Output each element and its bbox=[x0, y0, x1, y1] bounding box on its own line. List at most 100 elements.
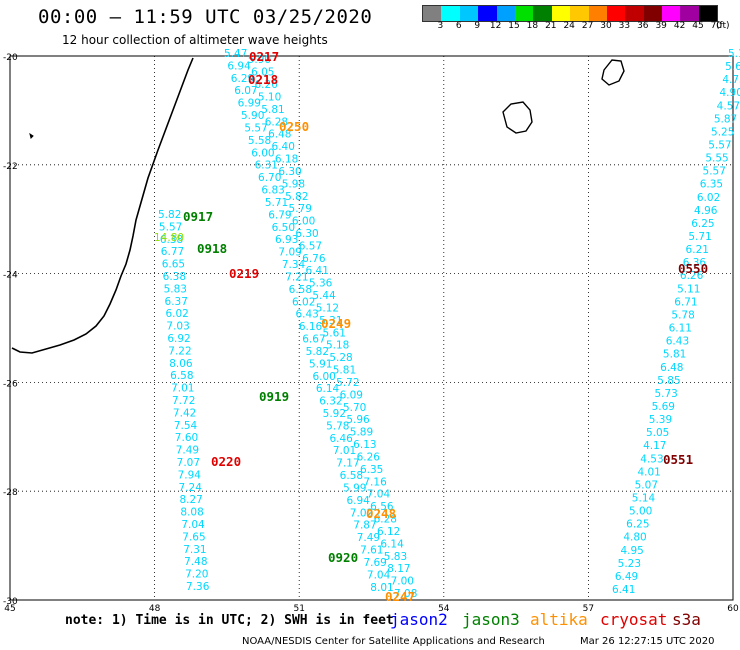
wave-height-value: 6.58 bbox=[340, 470, 363, 482]
wave-height-value: 6.56 bbox=[370, 501, 394, 513]
wave-height-value: 4.57 bbox=[717, 100, 740, 112]
lat-tick-label: -28 bbox=[3, 488, 18, 498]
lat-tick-label: -20 bbox=[3, 53, 18, 63]
wave-height-value: 5.57 bbox=[244, 122, 267, 134]
pass-time-label: 0220 bbox=[211, 454, 241, 469]
wave-height-value: 5.69 bbox=[652, 401, 675, 413]
wave-height-value: 7.48 bbox=[184, 556, 207, 568]
wave-height-value: 5.31 bbox=[319, 315, 342, 327]
wave-height-value: 5.83 bbox=[384, 551, 407, 563]
wave-height-value: 7.08 bbox=[394, 588, 417, 600]
wave-height-value: 5.71 bbox=[688, 231, 711, 243]
pass-time-label: 0249 bbox=[321, 316, 351, 331]
wave-height-value: 5.91 bbox=[309, 358, 332, 370]
wave-height-value: 7.69 bbox=[363, 557, 386, 569]
legend-swatch bbox=[459, 6, 479, 21]
wave-height-value: 6.94 bbox=[227, 60, 251, 72]
wave-height-value: 6.31 bbox=[255, 160, 278, 172]
wave-height-value: 5.78 bbox=[326, 420, 349, 432]
satellite-name: jason2 bbox=[390, 610, 448, 629]
pass-time-label: 0917 bbox=[183, 209, 213, 224]
wave-height-value: 6.30 bbox=[278, 166, 301, 178]
wave-height-value: 5.85 bbox=[657, 375, 680, 387]
pass-time-label: 0920 bbox=[328, 550, 358, 565]
wave-height-value: 4.01 bbox=[637, 466, 660, 478]
legend-swatch bbox=[496, 6, 515, 21]
wave-height-value: 5.79 bbox=[289, 203, 312, 215]
wave-height-value: 7.72 bbox=[172, 395, 195, 407]
wave-height-value: 5.99 bbox=[343, 482, 366, 494]
wave-height-value: 4.75 bbox=[722, 74, 740, 86]
credit-text: NOAA/NESDIS Center for Satellite Applica… bbox=[242, 636, 545, 647]
wave-height-value: 6.18 bbox=[275, 154, 298, 166]
wave-height-value: 6.58 bbox=[289, 284, 312, 296]
wave-height-value: 5.92 bbox=[323, 408, 346, 420]
wave-height-value: 6.14 bbox=[316, 383, 340, 395]
legend-label: 27 bbox=[581, 21, 594, 31]
wave-height-value: 6.20 bbox=[255, 79, 278, 91]
wave-height-value: 6.49 bbox=[615, 571, 638, 583]
wave-height-value: 4.90 bbox=[720, 87, 740, 99]
wave-height-value: 5.58 bbox=[248, 135, 271, 147]
wave-height-value: 4.53 bbox=[640, 453, 663, 465]
wave-height-value: 6.02 bbox=[165, 308, 188, 320]
wave-height-value: 5.25 bbox=[711, 126, 734, 138]
legend-label: 18 bbox=[526, 21, 539, 31]
wave-height-value: 7.24 bbox=[179, 482, 203, 494]
wave-height-value: 6.13 bbox=[353, 439, 376, 451]
wave-height-value: 5.81 bbox=[261, 104, 284, 116]
wave-height-value: 5.81 bbox=[663, 349, 686, 361]
lon-tick-label: 57 bbox=[583, 604, 594, 614]
legend-label: 39 bbox=[655, 21, 667, 31]
pass-time-label: 0919 bbox=[259, 389, 289, 404]
map-frame bbox=[9, 55, 734, 601]
wave-height-value: 6.41 bbox=[612, 584, 635, 596]
wave-height-value: 6.26 bbox=[357, 451, 381, 463]
wave-height-value: 7.42 bbox=[173, 407, 196, 419]
wave-height-value: 5.36 bbox=[309, 278, 333, 290]
legend-swatch bbox=[514, 6, 534, 21]
pass-time-label: 0247 bbox=[385, 589, 415, 604]
wave-height-value: 6.07 bbox=[234, 85, 257, 97]
legend-label: 70 bbox=[710, 21, 723, 31]
wave-height-value: 7.31 bbox=[183, 544, 206, 556]
color-scale-labels: 3 6 9 12 15 18 21 24 27 30 33 36 39 42 45 70 bbox=[422, 21, 734, 33]
legend-label: 36 bbox=[637, 21, 649, 31]
island-icon bbox=[29, 132, 34, 139]
legend-swatch bbox=[588, 6, 607, 21]
satellite-name: cryosat bbox=[600, 610, 668, 629]
legend-label: 9 bbox=[474, 21, 481, 31]
reunion-island bbox=[502, 101, 533, 134]
satellite-name: s3a bbox=[672, 610, 701, 629]
wave-height-value: 14.80 bbox=[154, 232, 184, 244]
wave-height-value: 5.90 bbox=[248, 54, 271, 66]
wave-height-value: 6.35 bbox=[700, 179, 723, 191]
wave-height-value: 6.94 bbox=[346, 495, 370, 507]
wave-height-value: 5.05 bbox=[646, 427, 669, 439]
wave-height-value: 5.82 bbox=[306, 346, 329, 358]
wave-height-value: 5.44 bbox=[312, 290, 336, 302]
pass-time-label: 0250 bbox=[279, 119, 309, 134]
wave-height-value: 6.00 bbox=[312, 371, 335, 383]
wave-height-value: 5.89 bbox=[350, 427, 373, 439]
wave-height-value: 5.28 bbox=[329, 352, 352, 364]
legend-label: 42 bbox=[673, 21, 686, 31]
pass-time-label: 0218 bbox=[248, 72, 278, 87]
wave-height-value: 5.18 bbox=[326, 340, 349, 352]
lat-tick-label: -24 bbox=[3, 271, 18, 281]
wave-height-value: 8.17 bbox=[387, 563, 410, 575]
wave-height-value: 6.38 bbox=[163, 271, 186, 283]
madagascar-coastline bbox=[11, 57, 194, 354]
wave-height-value: 7.34 bbox=[282, 259, 306, 271]
wave-height-value: 4.17 bbox=[643, 440, 666, 452]
wave-height-value: 6.40 bbox=[272, 141, 295, 153]
wave-height-value: 5.82 bbox=[285, 191, 308, 203]
pass-time-label: 0219 bbox=[229, 266, 259, 281]
wave-height-value: 5.00 bbox=[629, 506, 652, 518]
lon-tick-label: 54 bbox=[438, 604, 450, 614]
legend-label: 24 bbox=[563, 21, 575, 31]
wave-height-value: 6.09 bbox=[340, 389, 363, 401]
wave-height-value: 7.01 bbox=[171, 383, 194, 395]
